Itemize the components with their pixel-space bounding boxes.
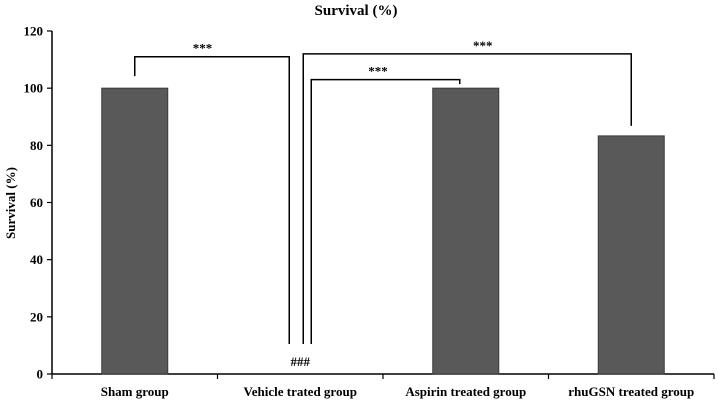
plot-area: 0 20 40 60 80 100 120 Sham group Vehicle trated … (24, 24, 715, 399)
bar-1 (101, 87, 169, 375)
y-tick-label: 80 (30, 138, 43, 153)
significance-bracket-2-label: *** (368, 64, 388, 79)
x-category-label: Sham group (101, 384, 169, 399)
y-tick-label: 40 (30, 252, 43, 267)
bar-3 (432, 87, 500, 375)
y-tick-label: 0 (37, 367, 44, 382)
x-category-label: rhuGSN treated group (568, 384, 694, 399)
y-tick-label: 100 (24, 81, 44, 96)
x-category-label: Aspirin treated group (405, 384, 526, 399)
significance-bracket-2-line (310, 78, 461, 344)
bar-4 (597, 135, 665, 375)
significance-bracket-1-line (134, 55, 290, 344)
significance-bracket-3-line (302, 53, 632, 344)
y-tick-label: 20 (30, 309, 43, 324)
y-tick-label: 60 (30, 195, 43, 210)
significance-bracket-1-label: *** (193, 41, 213, 56)
x-category-label: Vehicle trated group (244, 384, 357, 399)
vehicle-hash-label: ### (291, 354, 311, 369)
y-axis-label: Survival (%) (3, 167, 18, 239)
y-tick-label: 120 (24, 24, 44, 39)
chart-title: Survival (%) (315, 3, 398, 19)
significance-bracket-3-label: *** (473, 38, 493, 53)
